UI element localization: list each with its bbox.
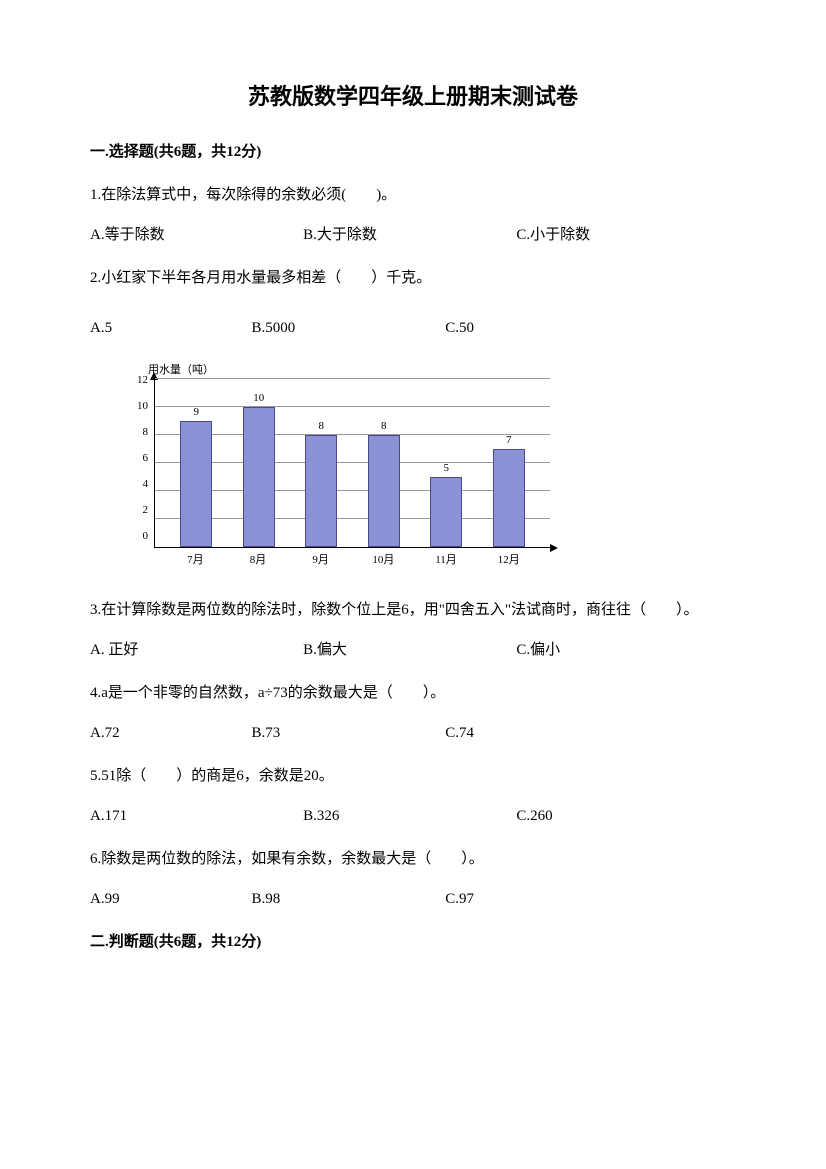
bar-slot: 10 xyxy=(228,390,291,548)
q2-option-b: B.5000 xyxy=(252,317,446,340)
bar-value-label: 8 xyxy=(381,418,387,435)
q2-stem: 2.小红家下半年各月用水量最多相差（ ）千克。 xyxy=(90,267,736,290)
question-2: 2.小红家下半年各月用水量最多相差（ ）千克。 A.5 B.5000 C.50 xyxy=(90,267,736,340)
bar-value-label: 5 xyxy=(444,460,450,477)
bar-value-label: 9 xyxy=(194,404,200,421)
section-1-header: 一.选择题(共6题，共12分) xyxy=(90,141,736,164)
bar-value-label: 7 xyxy=(506,432,512,449)
y-tick: 12 xyxy=(137,374,148,400)
x-axis-label: 11月 xyxy=(415,552,478,569)
bar-slot: 9 xyxy=(165,404,228,548)
q3-option-b: B.偏大 xyxy=(303,639,516,662)
bar-slot: 5 xyxy=(415,460,478,548)
bar xyxy=(430,477,462,547)
x-axis-label: 9月 xyxy=(289,552,352,569)
q2-option-c: C.50 xyxy=(445,317,639,340)
bar-value-label: 10 xyxy=(253,390,264,407)
question-6: 6.除数是两位数的除法，如果有余数，余数最大是（ ）。 A.99 B.98 C.… xyxy=(90,848,736,911)
y-tick: 6 xyxy=(143,452,149,478)
q5-option-c: C.260 xyxy=(516,805,729,828)
q1-option-c: C.小于除数 xyxy=(516,224,729,247)
y-tick: 4 xyxy=(143,478,149,504)
q6-option-b: B.98 xyxy=(252,888,446,911)
x-axis-label: 8月 xyxy=(227,552,290,569)
page-title: 苏教版数学四年级上册期末测试卷 xyxy=(90,80,736,113)
q5-stem: 5.51除（ ）的商是6，余数是20。 xyxy=(90,765,736,788)
bar xyxy=(368,435,400,547)
q3-option-c: C.偏小 xyxy=(516,639,729,662)
bar xyxy=(180,421,212,547)
q3-option-a: A. 正好 xyxy=(90,639,303,662)
question-3: 3.在计算除数是两位数的除法时，除数个位上是6，用"四舍五入"法试商时，商往往（… xyxy=(90,599,736,662)
question-1: 1.在除法算式中，每次除得的余数必须( )。 A.等于除数 B.大于除数 C.小… xyxy=(90,184,736,247)
q1-stem: 1.在除法算式中，每次除得的余数必须( )。 xyxy=(90,184,736,207)
tick-mark xyxy=(154,374,155,379)
x-axis-label: 12月 xyxy=(477,552,540,569)
question-5: 5.51除（ ）的商是6，余数是20。 A.171 B.326 C.260 xyxy=(90,765,736,828)
chart-y-axis-title: 用水量（吨） xyxy=(148,362,550,379)
q3-stem: 3.在计算除数是两位数的除法时，除数个位上是6，用"四舍五入"法试商时，商往往（… xyxy=(90,599,736,622)
q6-stem: 6.除数是两位数的除法，如果有余数，余数最大是（ ）。 xyxy=(90,848,736,871)
q4-option-c: C.74 xyxy=(445,722,639,745)
q4-stem: 4.a是一个非零的自然数，a÷73的余数最大是（ ）。 xyxy=(90,682,736,705)
q5-option-b: B.326 xyxy=(303,805,516,828)
y-tick: 10 xyxy=(137,400,148,426)
bar xyxy=(243,407,275,547)
question-4: 4.a是一个非零的自然数，a÷73的余数最大是（ ）。 A.72 B.73 C.… xyxy=(90,682,736,745)
chart-plot-area: 9 10 8 8 5 7 xyxy=(154,380,550,548)
water-usage-chart: 用水量（吨） 12 10 8 6 4 2 0 9108857 xyxy=(130,362,550,569)
y-tick: 8 xyxy=(143,426,149,452)
y-tick: 2 xyxy=(143,504,149,530)
q5-option-a: A.171 xyxy=(90,805,303,828)
bar-value-label: 8 xyxy=(319,418,325,435)
bar xyxy=(305,435,337,547)
chart-y-axis: 12 10 8 6 4 2 0 xyxy=(130,374,154,542)
bar-slot: 8 xyxy=(353,418,416,548)
q6-option-c: C.97 xyxy=(445,888,639,911)
q1-option-a: A.等于除数 xyxy=(90,224,303,247)
q1-option-b: B.大于除数 xyxy=(303,224,516,247)
x-axis-arrow-icon xyxy=(550,544,558,552)
section-2-header: 二.判断题(共6题，共12分) xyxy=(90,931,736,954)
q6-option-a: A.99 xyxy=(90,888,252,911)
q2-option-a: A.5 xyxy=(90,317,252,340)
bar xyxy=(493,449,525,547)
gridline xyxy=(155,378,550,379)
bar-slot: 8 xyxy=(290,418,353,548)
x-axis-label: 10月 xyxy=(352,552,415,569)
q4-option-b: B.73 xyxy=(252,722,446,745)
y-tick: 0 xyxy=(143,530,149,542)
bar-slot: 7 xyxy=(478,432,541,548)
x-axis-label: 7月 xyxy=(164,552,227,569)
q4-option-a: A.72 xyxy=(90,722,252,745)
